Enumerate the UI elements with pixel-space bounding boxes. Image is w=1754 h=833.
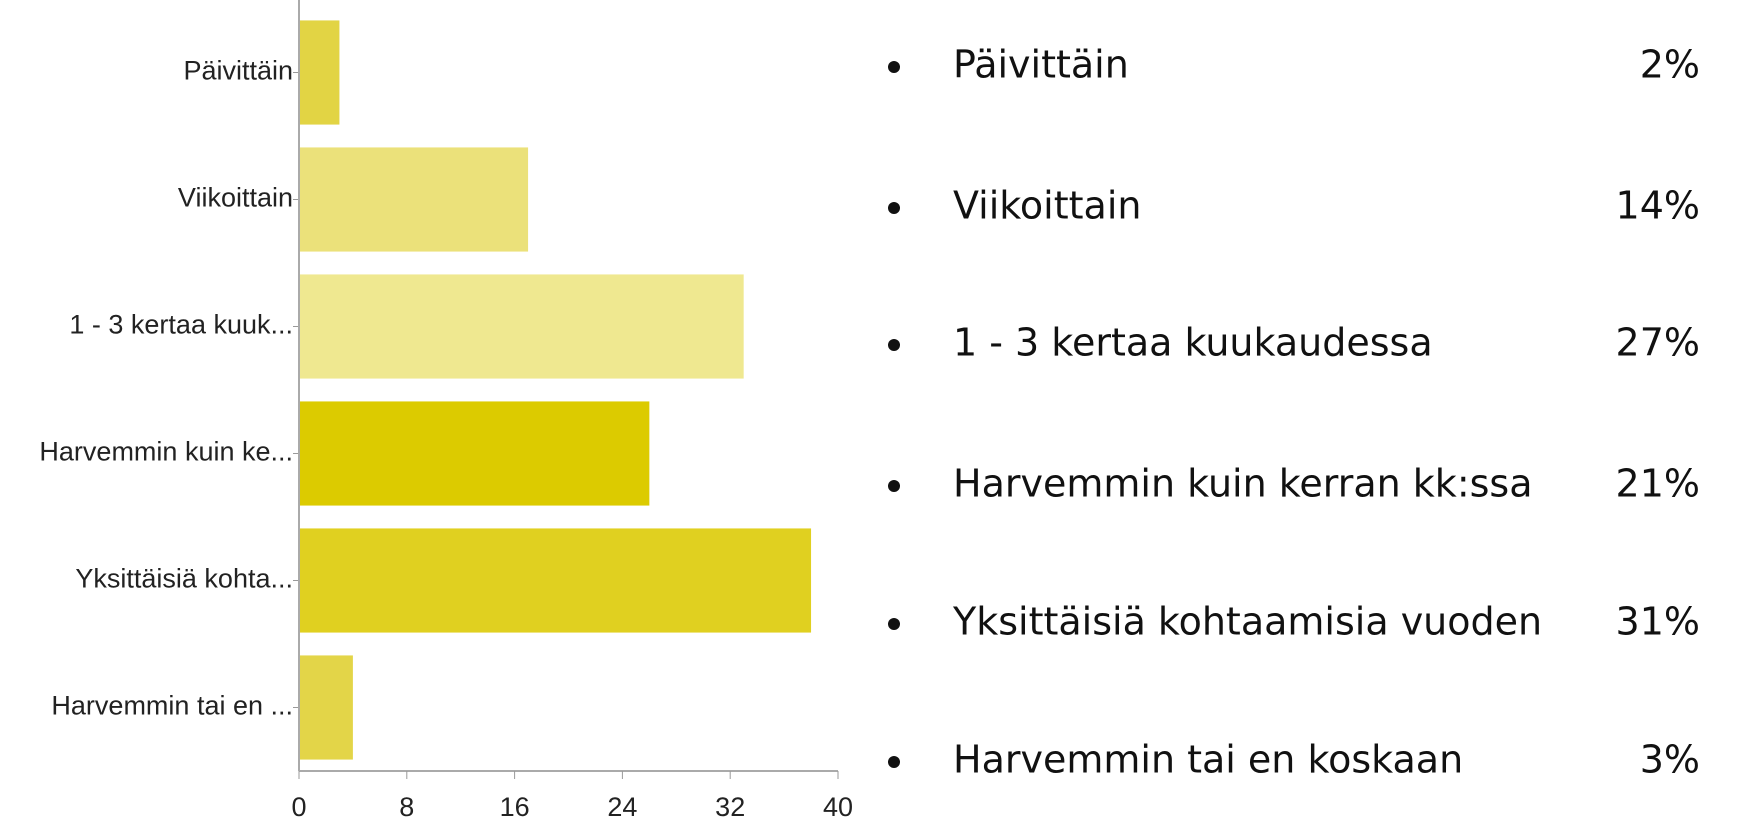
list-percent: 21%: [1616, 462, 1700, 506]
list-label: Viikoittain: [953, 184, 1141, 228]
list-percent: 31%: [1616, 600, 1700, 644]
bullet: [888, 339, 900, 351]
bullet: [888, 61, 900, 73]
bar: [299, 274, 744, 379]
category-label: Päivittäin: [183, 56, 293, 86]
bar: [299, 147, 529, 252]
list-label: Harvemmin tai en koskaan: [953, 738, 1463, 782]
list-label: Päivittäin: [953, 43, 1129, 87]
bullet: [888, 202, 900, 214]
list-percent: 27%: [1616, 321, 1700, 365]
bullet: [888, 618, 900, 630]
bar: [299, 528, 812, 633]
x-tick-label: 40: [823, 792, 853, 822]
list-percent: 3%: [1640, 738, 1700, 782]
list-percent: 2%: [1640, 43, 1700, 87]
list-label: 1 - 3 kertaa kuukaudessa: [953, 321, 1433, 365]
bullet: [888, 756, 900, 768]
x-tick-label: 0: [291, 792, 306, 822]
category-label: Yksittäisiä kohta...: [75, 564, 293, 594]
x-tick-label: 24: [607, 792, 637, 822]
category-label: 1 - 3 kertaa kuuk...: [69, 310, 293, 340]
category-label: Harvemmin tai en ...: [51, 691, 293, 721]
category-label: Viikoittain: [178, 183, 293, 213]
list-label: Harvemmin kuin kerran kk:ssa: [953, 462, 1533, 506]
category-label: Harvemmin kuin ke...: [39, 437, 293, 467]
bar: [299, 20, 340, 125]
list-label: Yksittäisiä kohtaamisia vuoden: [952, 600, 1542, 644]
list-percent: 14%: [1616, 184, 1700, 228]
bullet: [888, 480, 900, 492]
x-tick-label: 8: [399, 792, 414, 822]
x-tick-label: 16: [500, 792, 530, 822]
x-tick-label: 32: [715, 792, 745, 822]
bar: [299, 401, 650, 506]
bar: [299, 655, 353, 760]
